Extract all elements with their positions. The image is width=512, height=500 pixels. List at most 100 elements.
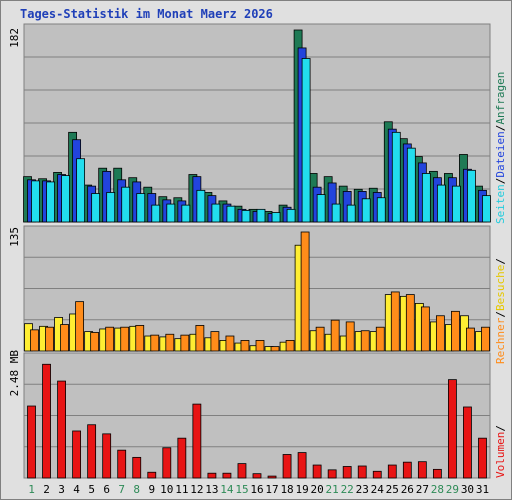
- bar-seiten-day-29: [452, 185, 461, 223]
- bar-seiten-day-17: [271, 212, 281, 223]
- bar-volumen-day-14: [222, 472, 232, 479]
- bar-seiten-day-11: [181, 204, 191, 223]
- bottom-panel: [23, 352, 491, 479]
- legend-sep-4: /: [494, 258, 507, 265]
- bar-rechner-day-21: [330, 319, 340, 352]
- bar-seiten-day-25: [391, 131, 401, 223]
- day-label-15: 15: [235, 483, 248, 496]
- bar-seiten-day-12: [196, 189, 206, 223]
- day-label-28: 28: [431, 483, 444, 496]
- bar-volumen-day-12: [192, 403, 202, 479]
- day-label-22: 22: [341, 483, 354, 496]
- day-label-18: 18: [280, 483, 293, 496]
- bar-volumen-day-21: [327, 469, 337, 479]
- svg-text:Volumen/: Volumen/: [494, 425, 507, 478]
- day-label-19: 19: [295, 483, 308, 496]
- day-label-3: 3: [58, 483, 65, 496]
- legend-sep-2: /: [494, 125, 507, 132]
- bar-seiten-day-22: [346, 204, 356, 223]
- bar-volumen-day-10: [162, 447, 172, 479]
- legend-dateien: Dateien: [494, 131, 507, 177]
- day-label-21: 21: [326, 483, 339, 496]
- day-label-5: 5: [88, 483, 95, 496]
- bar-seiten-day-8: [136, 193, 146, 223]
- bar-rechner-day-27: [420, 306, 430, 352]
- legend-volumen: Volumen: [494, 432, 507, 478]
- bar-rechner-day-2: [45, 326, 54, 352]
- bar-volumen-day-16: [252, 473, 262, 479]
- bar-volumen-day-9: [147, 471, 157, 479]
- day-label-14: 14: [220, 483, 234, 496]
- y-axis-labels: 182 135 2.48 MB: [8, 28, 21, 396]
- day-label-1: 1: [28, 483, 35, 496]
- bar-seiten-day-18: [286, 208, 296, 223]
- day-label-24: 24: [371, 483, 385, 496]
- day-label-12: 12: [190, 483, 203, 496]
- legend-middle: Rechner/Besuche/: [494, 258, 507, 364]
- bar-rechner-day-19: [300, 231, 310, 352]
- day-label-4: 4: [73, 483, 80, 496]
- day-label-7: 7: [118, 483, 125, 496]
- day-label-6: 6: [103, 483, 110, 496]
- bar-volumen-day-24: [372, 470, 382, 479]
- day-label-8: 8: [133, 483, 140, 496]
- day-labels: 1 2 3 4 5 6 7 8 9 10 11 12 13 14 15 16 17 18 19 20 21 22 23 24 2…: [28, 483, 489, 496]
- bar-seiten-day-2: [46, 181, 55, 223]
- bar-seiten-day-20: [316, 194, 326, 223]
- middle-panel: [23, 225, 491, 352]
- bar-rechner-day-6: [105, 326, 115, 352]
- middle-ymax-label: 135: [8, 227, 21, 247]
- day-label-16: 16: [250, 483, 263, 496]
- bar-volumen-day-22: [342, 466, 352, 479]
- bar-volumen-day-30: [463, 406, 472, 479]
- bar-rechner-day-8: [135, 325, 145, 352]
- bar-volumen-day-23: [357, 465, 367, 479]
- chart-title: Tages-Statistik im Monat Maerz 2026: [20, 7, 273, 21]
- bar-volumen-day-13: [207, 472, 217, 479]
- day-label-9: 9: [148, 483, 155, 496]
- bar-volumen-day-8: [132, 456, 142, 479]
- bar-rechner-day-23: [360, 330, 370, 352]
- bar-rechner-day-22: [345, 321, 355, 352]
- bar-volumen-day-19: [297, 452, 307, 479]
- day-label-10: 10: [160, 483, 173, 496]
- bar-rechner-day-31: [481, 326, 490, 352]
- bar-volumen-day-17: [267, 475, 277, 479]
- bar-volumen-day-28: [432, 468, 442, 479]
- bar-rechner-day-20: [315, 326, 325, 352]
- bar-volumen-day-25: [387, 464, 397, 479]
- legend-besuche: Besuche: [494, 265, 507, 311]
- bar-rechner-day-29: [451, 310, 460, 352]
- day-label-30: 30: [461, 483, 474, 496]
- legend-sep-5: /: [494, 425, 507, 432]
- bar-volumen-day-3: [57, 380, 66, 479]
- bar-rechner-day-7: [120, 326, 130, 352]
- bar-volumen-day-6: [102, 433, 112, 479]
- bar-seiten-day-10: [166, 203, 176, 223]
- bar-volumen-day-7: [117, 449, 127, 479]
- bar-seiten-day-7: [121, 186, 131, 223]
- bar-seiten-day-1: [31, 180, 40, 223]
- bar-rechner-day-5: [90, 332, 100, 352]
- bar-seiten-day-24: [376, 197, 386, 223]
- bar-seiten-day-4: [76, 158, 86, 223]
- bar-rechner-day-17: [270, 346, 280, 352]
- bar-rechner-day-18: [285, 340, 295, 352]
- panels: [23, 23, 491, 479]
- bar-volumen-day-1: [27, 405, 36, 479]
- bar-seiten-day-14: [226, 205, 236, 223]
- bar-seiten-day-23: [361, 198, 371, 223]
- bar-volumen-day-31: [478, 437, 487, 479]
- day-label-23: 23: [356, 483, 369, 496]
- bar-seiten-day-9: [151, 204, 161, 223]
- bar-seiten-day-3: [61, 175, 70, 223]
- legend-top: Seiten/Dateien/Anfragen: [494, 72, 507, 224]
- bar-seiten-day-31: [482, 195, 491, 223]
- day-label-31: 31: [476, 483, 489, 496]
- bar-seiten-day-15: [241, 209, 251, 223]
- bar-seiten-day-27: [421, 173, 431, 223]
- bar-rechner-day-14: [225, 335, 235, 352]
- svg-text:Seiten/Dateien/Anfragen: Seiten/Dateien/Anfragen: [494, 72, 507, 224]
